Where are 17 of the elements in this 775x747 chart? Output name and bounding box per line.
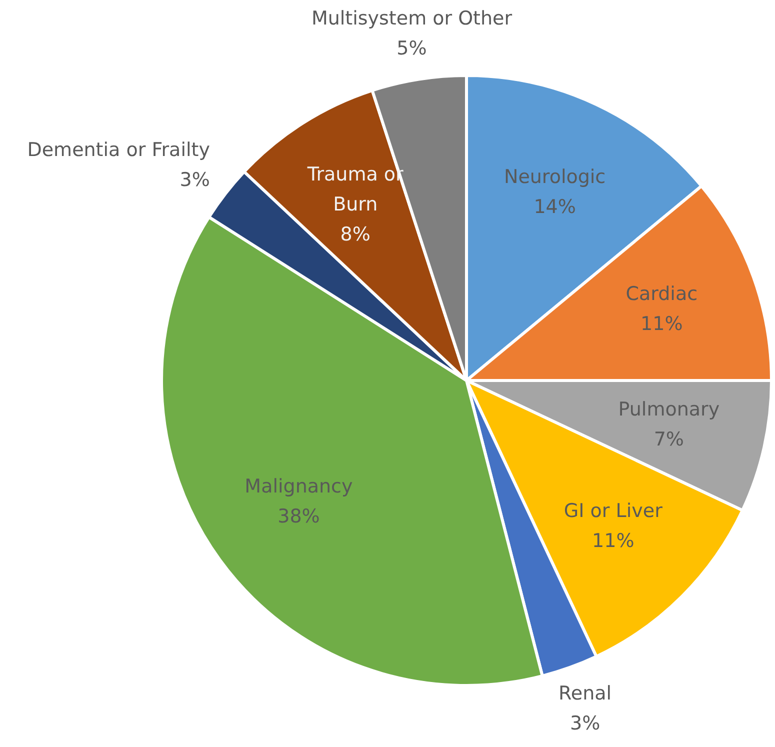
slice-label: Dementia or Frailty <box>27 138 210 161</box>
slice-label: Malignancy <box>244 475 353 498</box>
slice-label: GI or Liver <box>564 500 663 522</box>
data-label: 14% <box>534 196 576 218</box>
slice-label: Neurologic <box>504 166 606 188</box>
data-label: 3% <box>180 168 210 191</box>
slice-label: Renal <box>558 682 612 705</box>
data-label: 7% <box>654 428 684 451</box>
data-label: 3% <box>570 712 600 735</box>
slice-label: Pulmonary <box>618 398 720 421</box>
data-label: 11% <box>640 313 683 336</box>
data-label: 38% <box>278 505 320 528</box>
slice-label: Cardiac <box>626 283 698 306</box>
slice-label: Multisystem or Other <box>311 8 512 30</box>
data-label: 8% <box>340 223 370 246</box>
data-label: 5% <box>396 38 427 60</box>
data-label: 11% <box>592 530 634 552</box>
